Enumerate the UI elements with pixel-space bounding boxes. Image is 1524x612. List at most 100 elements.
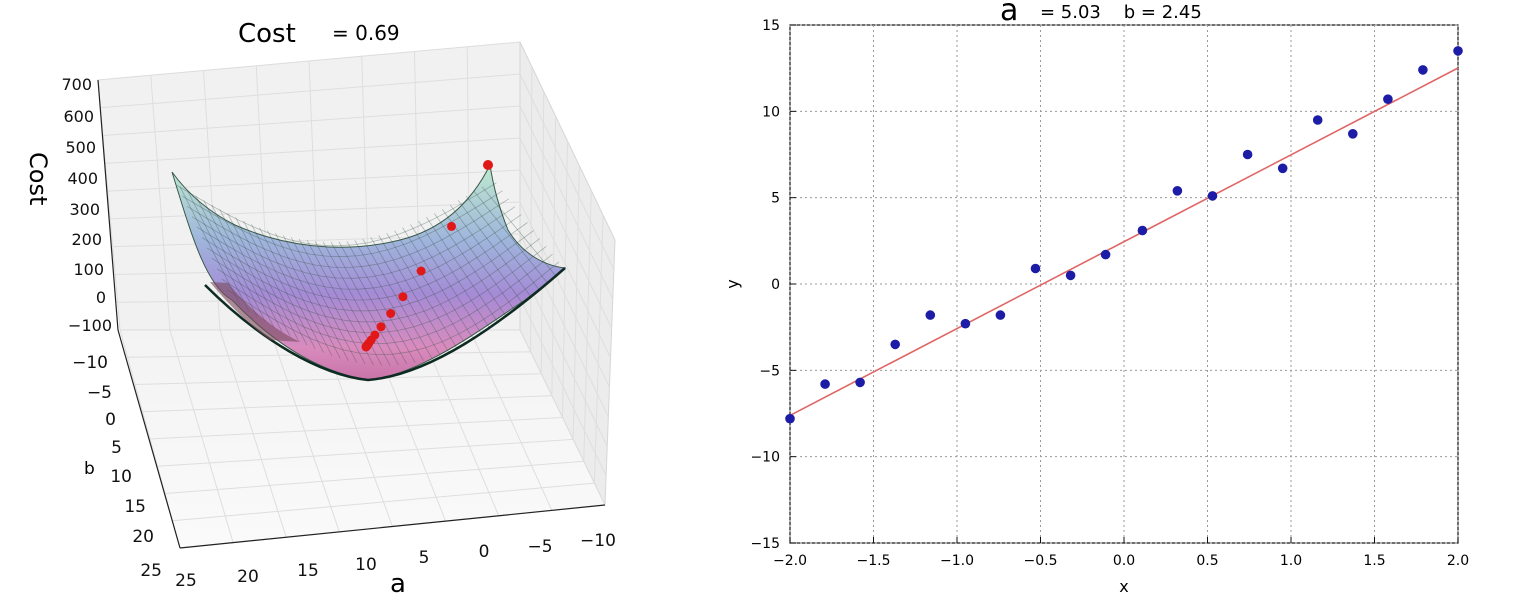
scatter-point bbox=[785, 413, 795, 424]
x-axis-ticks: −2.0 −1.5 −1.0 −0.5 0.0 0.5 1.0 1.5 2.0 bbox=[773, 537, 1469, 569]
scatter-points bbox=[785, 46, 1463, 424]
mesh-line bbox=[282, 235, 349, 361]
z-tick: −100 bbox=[68, 316, 112, 335]
b-axis-line bbox=[117, 329, 181, 549]
z-axis-label: Cost bbox=[24, 152, 52, 205]
mesh-line bbox=[179, 186, 241, 306]
mesh-line bbox=[235, 217, 299, 342]
pane-gridline bbox=[100, 73, 521, 109]
descent-point bbox=[376, 322, 386, 332]
descent-path bbox=[361, 160, 493, 352]
mesh-line bbox=[402, 227, 474, 340]
mesh-line bbox=[274, 232, 341, 359]
pane-gridline bbox=[102, 105, 521, 137]
mesh-line bbox=[221, 253, 553, 345]
pane-gridline bbox=[593, 215, 604, 484]
mesh-line bbox=[330, 241, 399, 366]
b-tick: −5 bbox=[87, 383, 112, 403]
b-tick: 25 bbox=[140, 561, 162, 581]
x-tick-label: 0.0 bbox=[1113, 553, 1135, 569]
mesh-line bbox=[346, 241, 416, 363]
pane-gridline bbox=[572, 165, 580, 440]
a-axis-label: a bbox=[390, 569, 406, 599]
scatter-point bbox=[1030, 263, 1041, 274]
mesh-line bbox=[298, 238, 366, 365]
mesh-line bbox=[219, 209, 283, 333]
pane-gridline bbox=[105, 137, 521, 164]
y-axis-ticks: 15 10 5 0 −5 −10 −15 bbox=[750, 18, 796, 552]
scatter-point bbox=[1383, 94, 1393, 104]
mesh-line bbox=[473, 191, 549, 285]
descent-point bbox=[361, 342, 371, 352]
pane-gridline bbox=[519, 297, 607, 476]
a-tick: 0 bbox=[479, 542, 490, 562]
mesh-line bbox=[186, 198, 510, 268]
mesh-line bbox=[418, 220, 491, 329]
pane-gridline bbox=[150, 75, 171, 331]
scatter-point bbox=[1065, 270, 1076, 281]
a-axis-ticks: 25 20 15 10 5 0 −5 −10 bbox=[175, 531, 616, 591]
pane-gridline bbox=[172, 482, 595, 522]
y-axis-label: y bbox=[723, 279, 742, 288]
a-tick: 25 bbox=[175, 571, 197, 591]
y-tick-label: −5 bbox=[759, 363, 780, 379]
b-axis-ticks: −10 −5 0 5 10 15 20 25 bbox=[72, 353, 162, 581]
pane-gridline bbox=[519, 265, 608, 447]
pane-gridline bbox=[157, 438, 574, 467]
z-axis-ticks: 700 600 500 400 300 200 100 0 −100 bbox=[61, 75, 112, 335]
y-tick-label: 15 bbox=[762, 18, 780, 34]
x-tick-label: −1.5 bbox=[857, 553, 891, 569]
z-tick: 400 bbox=[67, 169, 98, 188]
x-tick-label: −0.5 bbox=[1024, 553, 1058, 569]
mesh-line bbox=[196, 214, 522, 290]
mesh-line bbox=[191, 206, 516, 279]
pane-gridline bbox=[519, 73, 615, 270]
mesh-line bbox=[465, 195, 541, 292]
mesh-line bbox=[226, 261, 560, 356]
scatter-point bbox=[1277, 163, 1288, 174]
pane-gridline bbox=[519, 201, 610, 388]
scatter-point bbox=[1453, 46, 1463, 56]
scatter-point bbox=[995, 310, 1006, 320]
x-tick-label: 1.5 bbox=[1363, 553, 1385, 569]
mesh-line bbox=[457, 200, 533, 298]
pane-gridline bbox=[164, 460, 584, 494]
pane-gridline bbox=[519, 105, 614, 300]
mesh-line bbox=[206, 230, 535, 312]
mesh-line bbox=[227, 213, 291, 337]
pane-gridline bbox=[540, 91, 545, 374]
right-title-rest: = 5.03 b = 2.45 bbox=[1040, 2, 1202, 23]
pane-gridline bbox=[469, 329, 553, 511]
pane-gridline bbox=[562, 140, 568, 418]
y-tick-label: −10 bbox=[750, 450, 780, 466]
mesh-line bbox=[362, 238, 433, 359]
pane-gridline bbox=[519, 169, 612, 358]
scatter-point bbox=[1100, 249, 1111, 260]
scatter-point bbox=[960, 318, 971, 329]
scatter-point bbox=[1242, 149, 1253, 160]
scatter-point bbox=[820, 379, 830, 389]
descent-point bbox=[386, 309, 396, 318]
z-tick: 0 bbox=[96, 288, 106, 307]
scatter-point bbox=[925, 310, 936, 320]
scatter-panel: −2.0 −1.5 −1.0 −0.5 0.0 0.5 1.0 1.5 2.0 15 10 5 0 −5… bbox=[723, 0, 1469, 596]
scatter-point bbox=[1172, 186, 1183, 196]
b-tick: 10 bbox=[110, 467, 132, 487]
b-axis-label: b bbox=[84, 459, 95, 479]
scatter-point bbox=[1312, 115, 1323, 125]
left-title-symbol: Cost bbox=[238, 19, 296, 49]
pane-gridline bbox=[519, 137, 613, 329]
mesh-line bbox=[394, 230, 466, 344]
x-tick-label: −1.0 bbox=[940, 553, 974, 569]
mesh-line bbox=[338, 241, 408, 365]
z-tick: 500 bbox=[65, 138, 96, 157]
b-tick: −10 bbox=[72, 353, 108, 373]
pane-gridline bbox=[583, 190, 592, 462]
scatter-point bbox=[1137, 225, 1148, 236]
pane-gridline bbox=[551, 116, 557, 396]
mesh-line bbox=[354, 240, 424, 361]
a-tick: 5 bbox=[419, 548, 430, 568]
z-tick: 700 bbox=[61, 75, 92, 94]
mesh-line bbox=[243, 220, 308, 346]
